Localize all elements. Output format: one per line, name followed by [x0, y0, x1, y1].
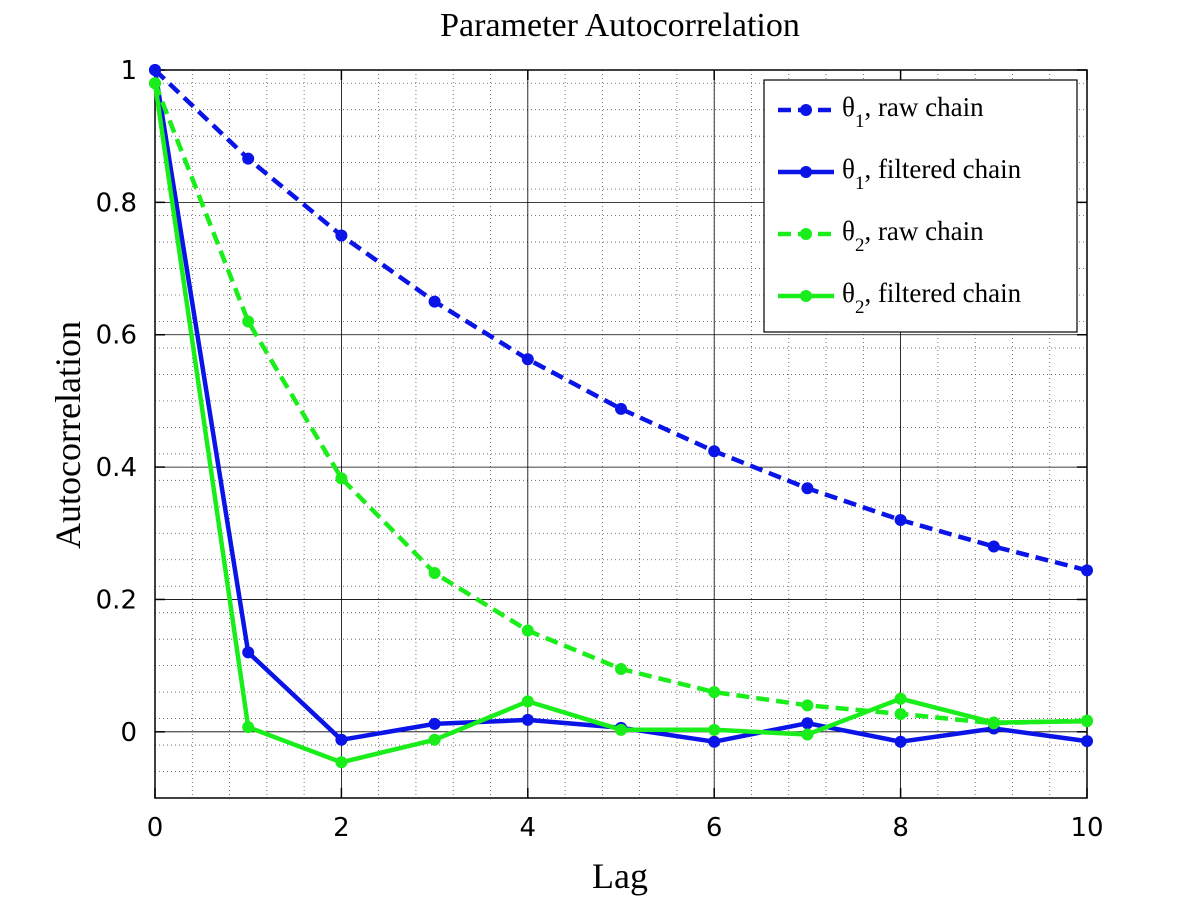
data-point: [242, 646, 255, 659]
data-point: [801, 728, 814, 741]
data-point: [242, 721, 255, 734]
x-tick-label: 8: [892, 813, 909, 843]
x-tick-label: 10: [1070, 813, 1103, 843]
legend: θ1, raw chain θ1, filtered chain θ2, raw c…: [763, 79, 1078, 333]
y-tick-label: 0.8: [96, 188, 137, 218]
plot-area-frame: [154, 69, 1088, 799]
data-point: [428, 566, 441, 579]
data-point: [1081, 735, 1093, 748]
data-point: [894, 692, 907, 705]
legend-label: θ2, filtered chain: [842, 278, 1022, 318]
data-point: [521, 624, 534, 637]
data-point: [521, 353, 534, 366]
data-point: [894, 735, 907, 748]
data-point: [708, 735, 721, 748]
chart-title: Parameter Autocorrelation: [440, 7, 800, 44]
data-point: [1081, 715, 1093, 728]
data-point: [149, 77, 161, 90]
data-point: [708, 686, 721, 699]
series-line: [153, 68, 1088, 573]
data-point: [708, 723, 721, 736]
legend-item: θ2, raw chain: [778, 216, 984, 256]
legend-label: θ1, raw chain: [842, 92, 984, 132]
data-point: [615, 402, 627, 415]
x-tick-label: 2: [333, 813, 350, 843]
y-axis-label: Autocorrelation: [48, 321, 88, 549]
axis-ticks: [154, 69, 1088, 798]
legend-item: θ1, filtered chain: [778, 154, 1022, 194]
legend-item: θ2, filtered chain: [778, 278, 1022, 318]
series-layer: [149, 64, 1093, 769]
y-tick-label: 0.4: [96, 453, 137, 483]
x-tick-label: 6: [706, 813, 723, 843]
data-point: [1081, 564, 1093, 577]
legend-box: [763, 79, 1078, 333]
data-point: [894, 514, 907, 527]
x-tick-label: 4: [520, 813, 537, 843]
data-point: [428, 733, 441, 746]
data-point: [801, 482, 814, 495]
tick-labels: 0 2 4 6 8 10 0 0.2 0.4 0.6 0.8 1: [96, 56, 1104, 843]
data-point: [801, 699, 814, 712]
x-axis-label: Lag: [592, 856, 648, 896]
data-point: [987, 716, 1000, 729]
y-tick-label: 0.2: [96, 585, 137, 615]
data-point: [801, 717, 814, 730]
legend-label: θ1, filtered chain: [842, 154, 1022, 194]
data-point: [335, 733, 348, 746]
data-point: [615, 723, 627, 736]
data-point: [708, 445, 721, 458]
legend-marker: [800, 290, 812, 302]
y-tick-label: 0.6: [96, 321, 137, 351]
data-point: [428, 717, 441, 730]
y-tick-label: 1: [120, 56, 137, 86]
legend-marker: [800, 228, 812, 240]
legend-item: θ1, raw chain: [778, 92, 984, 132]
legend-marker: [800, 104, 812, 116]
legend-marker: [800, 166, 812, 178]
data-point: [335, 756, 348, 769]
series-4: [149, 77, 1093, 769]
data-point: [428, 295, 441, 308]
data-point: [242, 152, 255, 165]
legend-label: θ2, raw chain: [842, 216, 984, 256]
x-tick-label: 0: [147, 813, 164, 843]
data-point: [335, 229, 348, 242]
data-point: [894, 707, 907, 720]
data-point: [335, 472, 348, 485]
data-point: [149, 64, 161, 76]
data-point: [521, 695, 534, 708]
y-tick-label: 0: [120, 718, 137, 748]
data-point: [521, 713, 534, 726]
data-point: [242, 315, 255, 328]
data-point: [987, 540, 1000, 553]
data-point: [615, 662, 627, 675]
